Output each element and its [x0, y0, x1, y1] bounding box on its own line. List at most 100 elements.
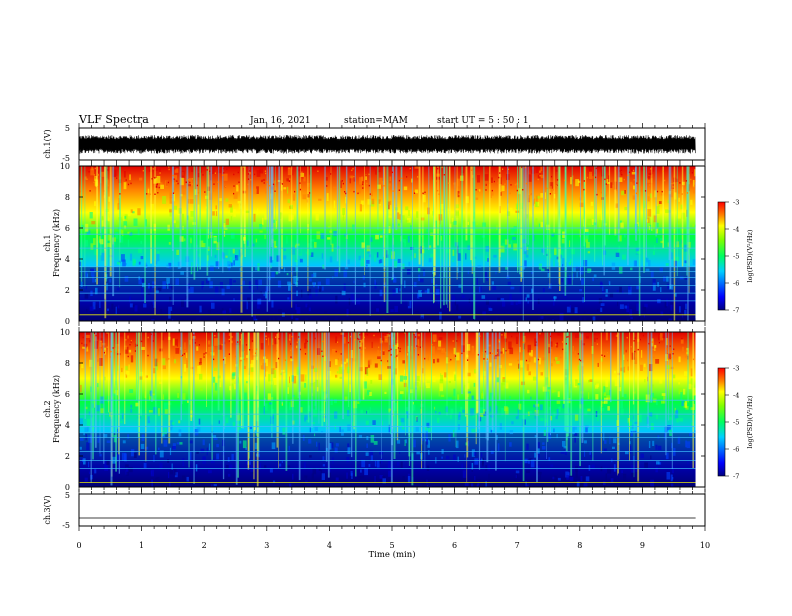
- spectrogram-cell: [554, 247, 557, 256]
- high-intensity-dot: [616, 189, 618, 191]
- spectrogram-cell: [264, 358, 268, 367]
- high-intensity-dot: [672, 186, 674, 188]
- spectrogram-cell: [605, 332, 608, 341]
- spectrogram-cell: [343, 336, 346, 344]
- spectrogram-cell: [633, 430, 637, 433]
- spectrogram-cell: [553, 317, 558, 320]
- spectrogram-cell: [440, 374, 443, 382]
- spectrogram-cell: [89, 339, 91, 343]
- sferic-streak: [276, 332, 279, 448]
- high-intensity-dot: [237, 341, 239, 343]
- sferic-streak: [544, 332, 546, 428]
- spectrogram-cell: [378, 485, 383, 487]
- spectrogram-cell: [100, 171, 105, 177]
- spectrogram-cell: [635, 468, 639, 472]
- spectrogram-cell: [124, 225, 126, 229]
- spectrogram-cell: [666, 276, 669, 282]
- sferic-streak: [433, 166, 436, 276]
- spectrogram-cell: [678, 382, 680, 385]
- spectrogram-cell: [94, 279, 96, 283]
- spectrogram-cell: [318, 468, 322, 471]
- spectrogram-cell: [660, 240, 664, 244]
- spectrogram-cell: [287, 186, 289, 194]
- spectrogram-cell: [513, 226, 517, 232]
- spectrogram-cell: [550, 341, 553, 347]
- spectrogram-cell: [169, 481, 171, 487]
- spectrogram-cell: [175, 278, 179, 286]
- spectrogram-cell: [620, 220, 622, 224]
- spectrogram-cell: [457, 253, 461, 261]
- spectrogram-cell: [453, 347, 456, 355]
- sferic-streak: [411, 332, 414, 486]
- sferic-streak: [688, 166, 690, 255]
- high-intensity-dot: [272, 343, 274, 345]
- high-intensity-dot: [477, 190, 479, 193]
- high-intensity-dot: [662, 170, 664, 173]
- sferic-streak: [381, 332, 382, 459]
- high-intensity-dot: [461, 352, 463, 355]
- sferic-streak: [296, 166, 298, 287]
- spectrogram-cell: [373, 441, 378, 445]
- sferic-streak: [272, 166, 274, 261]
- high-intensity-dot: [82, 336, 84, 339]
- spectrogram-cell: [579, 289, 583, 292]
- spectrogram-cell: [461, 345, 465, 353]
- spectrogram-cell: [230, 216, 233, 221]
- spectrogram-cell: [289, 294, 293, 302]
- spectrogram-cell: [116, 287, 120, 291]
- spectrogram-cell: [471, 345, 474, 348]
- spectrogram-cell: [112, 169, 116, 178]
- spectrogram-cell: [672, 477, 674, 480]
- spectrogram-cell: [586, 242, 590, 249]
- spectrogram-cell: [85, 285, 87, 290]
- spectrogram-cell: [399, 451, 401, 454]
- spectrogram-cell: [88, 471, 91, 475]
- high-intensity-dot: [468, 353, 470, 356]
- high-intensity-dot: [337, 358, 339, 360]
- high-intensity-dot: [637, 348, 639, 351]
- spectrogram-cell: [259, 230, 263, 233]
- sferic-streak: [681, 166, 684, 267]
- spectrogram-cell: [535, 195, 540, 199]
- high-intensity-dot: [344, 191, 346, 193]
- spectrogram-cell: [169, 469, 174, 475]
- spectrogram-cell: [196, 346, 199, 351]
- sferic-streak: [470, 166, 473, 261]
- spectrogram-cell: [233, 298, 235, 301]
- spectrogram-cell: [607, 406, 610, 411]
- spectrogram-cell: [288, 445, 290, 451]
- sferic-streak: [422, 166, 424, 267]
- spectrogram-cell: [334, 411, 338, 419]
- spectrogram-cell: [233, 280, 236, 283]
- spectrogram-cell: [453, 388, 456, 397]
- spectrogram-cell: [436, 358, 440, 363]
- high-intensity-dot: [363, 336, 365, 339]
- spectrogram-cell: [676, 228, 681, 235]
- spectrogram-cell: [484, 174, 489, 181]
- spectrogram-cell: [390, 485, 393, 487]
- spectrogram-cell: [292, 194, 296, 201]
- spectrogram-cell: [620, 222, 624, 229]
- sferic-streak: [405, 332, 406, 436]
- spectrogram-cell: [382, 476, 386, 480]
- spectrogram-cell: [590, 268, 592, 272]
- high-intensity-dot: [605, 183, 607, 185]
- high-intensity-dot: [247, 178, 250, 180]
- high-intensity-dot: [249, 170, 251, 172]
- spectrogram-cell: [309, 455, 312, 458]
- high-intensity-dot: [561, 341, 564, 343]
- spectrogram-cell: [252, 353, 255, 359]
- spectrogram-cell: [560, 254, 562, 259]
- sferic-streak: [498, 332, 501, 401]
- spectrogram-cell: [532, 376, 537, 381]
- high-intensity-dot: [628, 171, 631, 173]
- high-intensity-dot: [146, 193, 148, 195]
- spectrogram-cell: [300, 172, 305, 177]
- spectrogram-cell: [465, 442, 468, 446]
- spectrogram-cell: [600, 281, 603, 285]
- spectrogram-cell: [97, 359, 99, 362]
- spectrogram-cell: [562, 258, 565, 266]
- high-intensity-dot: [669, 345, 671, 347]
- spectrogram-cell: [304, 342, 307, 349]
